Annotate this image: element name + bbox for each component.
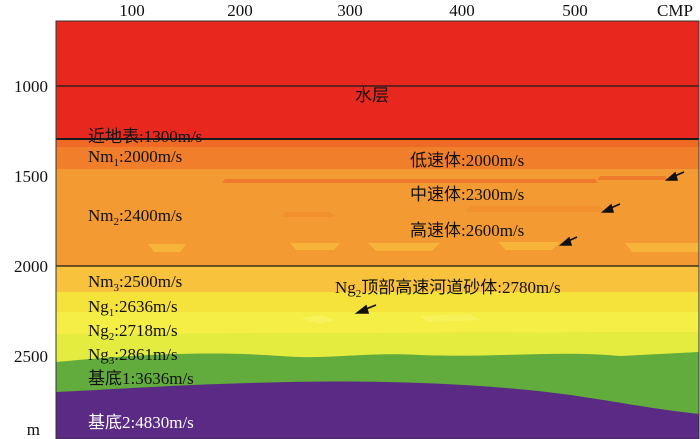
layer-nm1 (56, 147, 699, 169)
high-velocity-body-c (368, 243, 440, 251)
x-tick-label: 100 (119, 1, 145, 20)
channel-sand-arrow (354, 304, 377, 314)
layer-ng1 (56, 292, 699, 312)
x-axis-unit: CMP (657, 1, 693, 20)
high-velocity-body-d (498, 242, 560, 250)
low-velocity-body-east (597, 176, 668, 180)
channel-sand-body-b (420, 314, 480, 322)
x-tick-label: 300 (337, 1, 363, 20)
layer-water (56, 21, 699, 139)
high-velocity-body-b (290, 243, 340, 250)
ng2-label: Ng2:2718m/s (88, 321, 178, 343)
high-velocity-body-a (148, 244, 186, 252)
channel-sand-body-a (300, 315, 335, 324)
layer-nm3 (56, 266, 699, 292)
x-tick-label: 400 (449, 1, 475, 20)
y-tick-label: 1000 (14, 77, 48, 96)
ng1-label: Ng1:2636m/s (88, 297, 178, 319)
high-velocity-arrow (558, 236, 578, 246)
mid-velocity-body-b (466, 206, 604, 212)
mid-velocity-arrow (600, 203, 621, 213)
basement2-label: 基底2:4830m/s (88, 413, 194, 432)
layer-near-surface (56, 139, 699, 147)
low-velocity-body (222, 179, 598, 183)
nm1-label: Nm1:2000m/s (88, 147, 182, 169)
basement1-label: 基底1:3636m/s (88, 369, 194, 388)
low-velocity-annotation: 低速体:2000m/s (410, 151, 524, 170)
high-velocity-body-e (625, 243, 699, 252)
y-tick-label: 2000 (14, 257, 48, 276)
near-surface-label: 近地表:1300m/s (88, 127, 202, 146)
high-velocity-annotation: 高速体:2600m/s (410, 221, 524, 240)
ng3-label: Ng3:2861m/s (88, 345, 178, 367)
y-tick-label: 2500 (14, 347, 48, 366)
y-tick-label: 1500 (14, 167, 48, 186)
water-layer-label: 水层 (355, 86, 389, 105)
low-velocity-arrow (664, 171, 685, 181)
layer-basement2 (56, 381, 699, 439)
channel-sand-annotation: Ng2顶部高速河道砂体:2780m/s (335, 278, 561, 300)
plot-frame (55, 20, 700, 439)
layer-ng2 (56, 312, 699, 334)
nm3-label: Nm3:2500m/s (88, 272, 182, 294)
x-tick-label: 200 (227, 1, 253, 20)
nm2-label: Nm2:2400m/s (88, 206, 182, 228)
mid-velocity-body-a (282, 212, 334, 217)
x-tick-label: 500 (562, 1, 588, 20)
y-axis-unit: m (27, 420, 40, 439)
mid-velocity-annotation: 中速体:2300m/s (410, 185, 524, 204)
